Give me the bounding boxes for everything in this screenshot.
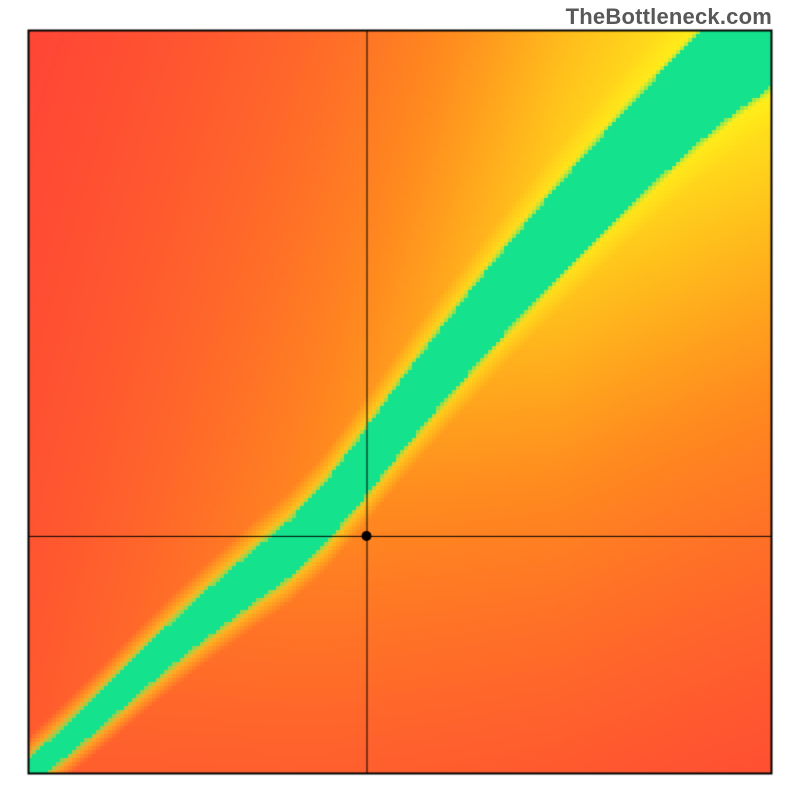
bottleneck-heatmap [0, 0, 800, 800]
watermark-label: TheBottleneck.com [566, 4, 772, 30]
